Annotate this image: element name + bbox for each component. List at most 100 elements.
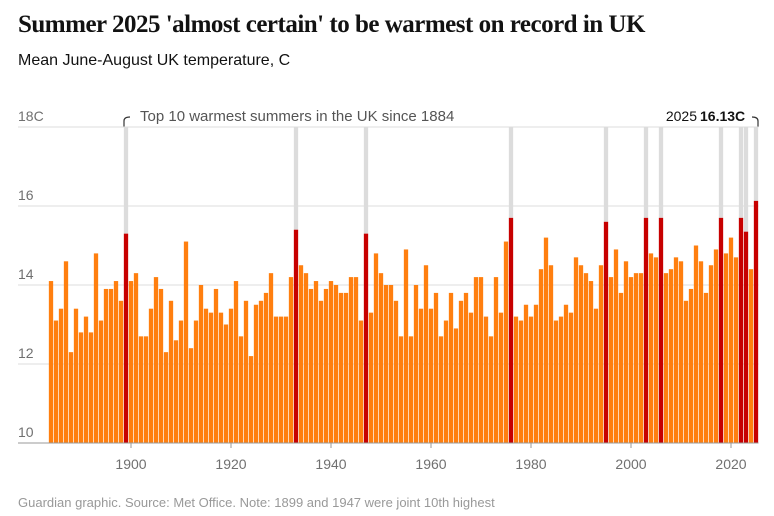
bar xyxy=(383,285,389,443)
bar xyxy=(533,304,539,443)
bar xyxy=(353,277,359,443)
bar xyxy=(508,217,514,443)
x-tick-label: 1900 xyxy=(115,456,146,472)
bar xyxy=(373,253,379,443)
chart-title: Summer 2025 'almost certain' to be warme… xyxy=(18,11,646,38)
bar xyxy=(488,336,494,443)
bar xyxy=(248,356,254,443)
highlight-band xyxy=(753,127,759,201)
y-tick-label: 10 xyxy=(18,424,34,440)
bar xyxy=(378,273,384,443)
bar xyxy=(513,316,519,443)
bar xyxy=(73,308,79,443)
bar xyxy=(498,312,504,443)
bar xyxy=(683,300,689,443)
bar xyxy=(453,328,459,443)
x-tick-label: 2020 xyxy=(715,456,746,472)
bar xyxy=(328,281,334,443)
bar xyxy=(408,336,414,443)
bar xyxy=(563,304,569,443)
bar xyxy=(48,281,54,443)
bar xyxy=(218,312,224,443)
bar xyxy=(538,269,544,443)
bar xyxy=(88,332,94,443)
bar xyxy=(108,288,114,443)
bar xyxy=(293,229,299,443)
bar xyxy=(473,277,479,443)
highlight-band xyxy=(293,127,299,230)
bar xyxy=(188,348,194,443)
bar xyxy=(283,316,289,443)
bar xyxy=(213,288,219,443)
bar xyxy=(433,292,439,443)
bar xyxy=(113,281,119,443)
bar xyxy=(138,336,144,443)
highlight-band xyxy=(123,127,129,234)
bar xyxy=(343,292,349,443)
bar xyxy=(718,217,724,443)
bar xyxy=(698,261,704,443)
bar xyxy=(58,308,64,443)
y-tick-label: 18C xyxy=(18,108,44,124)
bar xyxy=(93,253,99,443)
annotation-year: 2025 xyxy=(666,108,697,124)
bar xyxy=(98,320,104,443)
bar xyxy=(118,300,124,443)
bar xyxy=(598,265,604,443)
highlight-band xyxy=(603,127,609,222)
bar xyxy=(518,320,524,443)
bar xyxy=(733,257,739,443)
bar xyxy=(443,320,449,443)
source-note: Guardian graphic. Source: Met Office. No… xyxy=(18,495,495,510)
bar xyxy=(618,292,624,443)
highlight-label: Top 10 warmest summers in the UK since 1… xyxy=(140,108,454,125)
bar xyxy=(318,300,324,443)
bar xyxy=(398,336,404,443)
bar xyxy=(298,265,304,443)
x-tick-label: 1920 xyxy=(215,456,246,472)
highlight-band xyxy=(363,127,369,234)
x-tick-label: 1940 xyxy=(315,456,346,472)
bar xyxy=(633,273,639,443)
bar xyxy=(723,253,729,443)
bar xyxy=(333,285,339,443)
bar xyxy=(203,308,209,443)
bar xyxy=(63,261,69,443)
bar xyxy=(568,312,574,443)
bar xyxy=(468,312,474,443)
bar xyxy=(143,336,149,443)
bar xyxy=(438,336,444,443)
bar xyxy=(263,292,269,443)
bar xyxy=(693,245,699,443)
bar xyxy=(308,288,314,443)
bar xyxy=(368,312,374,443)
bar xyxy=(198,285,204,443)
bar xyxy=(748,269,754,443)
bar xyxy=(273,316,279,443)
bar xyxy=(288,277,294,443)
bar xyxy=(83,316,89,443)
annotation-value: 16.13C xyxy=(700,108,745,124)
y-tick-label: 12 xyxy=(18,345,34,361)
bar xyxy=(478,277,484,443)
bar xyxy=(728,237,734,443)
bar xyxy=(103,288,109,443)
x-tick-label: 1980 xyxy=(515,456,546,472)
bar xyxy=(688,288,694,443)
bar xyxy=(423,265,429,443)
bar xyxy=(543,237,549,443)
bar xyxy=(523,304,529,443)
bar xyxy=(483,316,489,443)
bar xyxy=(753,200,759,443)
bar xyxy=(303,273,309,443)
bar xyxy=(573,257,579,443)
bar xyxy=(208,312,214,443)
bar xyxy=(413,285,419,443)
bar xyxy=(313,281,319,443)
bar xyxy=(703,292,709,443)
y-tick-label: 14 xyxy=(18,266,34,282)
bar xyxy=(133,273,139,443)
bar xyxy=(323,288,329,443)
bar xyxy=(553,320,559,443)
highlight-band xyxy=(508,127,514,218)
